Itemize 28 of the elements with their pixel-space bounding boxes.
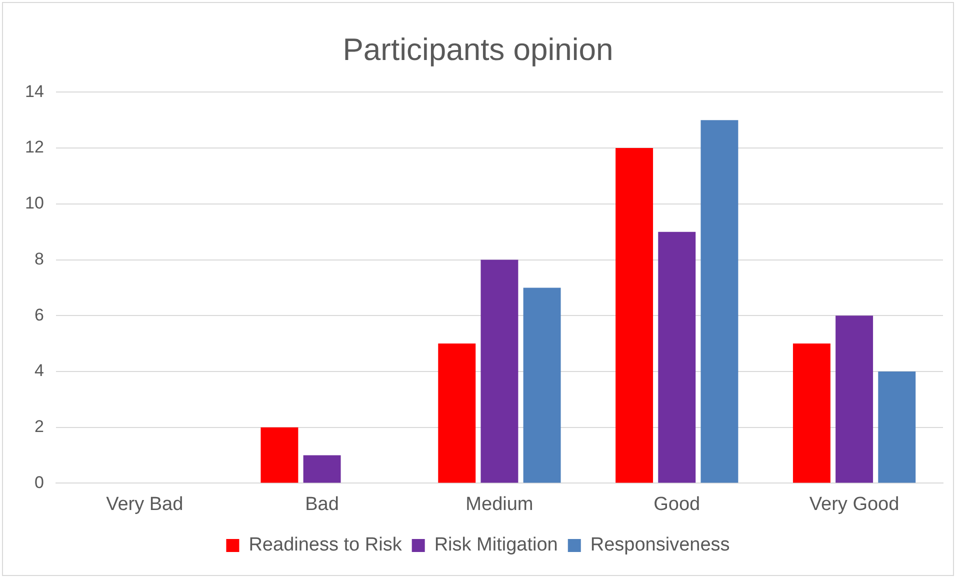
x-tick-label: Medium — [466, 494, 534, 515]
legend-label: Readiness to Risk — [248, 534, 402, 556]
bar — [836, 316, 874, 483]
x-tick-label: Very Bad — [106, 494, 184, 515]
bar — [438, 344, 476, 483]
x-tick-label: Bad — [305, 494, 339, 515]
bar — [878, 371, 916, 483]
y-tick-label: 14 — [24, 82, 44, 101]
legend-label: Responsiveness — [590, 534, 730, 556]
y-tick-label: 8 — [34, 249, 44, 268]
y-tick-label: 12 — [24, 138, 44, 157]
bar — [616, 148, 654, 483]
y-tick-label: 4 — [34, 361, 44, 380]
bar — [792, 344, 830, 483]
bar — [260, 427, 298, 483]
y-tick-label: 2 — [34, 417, 44, 436]
bar — [480, 260, 518, 483]
y-tick-label: 0 — [34, 472, 44, 492]
y-tick-label: 10 — [24, 194, 44, 213]
bar — [523, 288, 561, 483]
bar — [700, 120, 738, 483]
x-tick-label: Good — [654, 494, 700, 515]
bar — [303, 455, 341, 483]
y-tick-label: 6 — [34, 305, 44, 324]
x-tick-label: Very Good — [809, 494, 900, 515]
chart-title: Participants opinion — [342, 32, 614, 68]
bar — [658, 232, 696, 483]
legend-label: Risk Mitigation — [434, 534, 558, 556]
